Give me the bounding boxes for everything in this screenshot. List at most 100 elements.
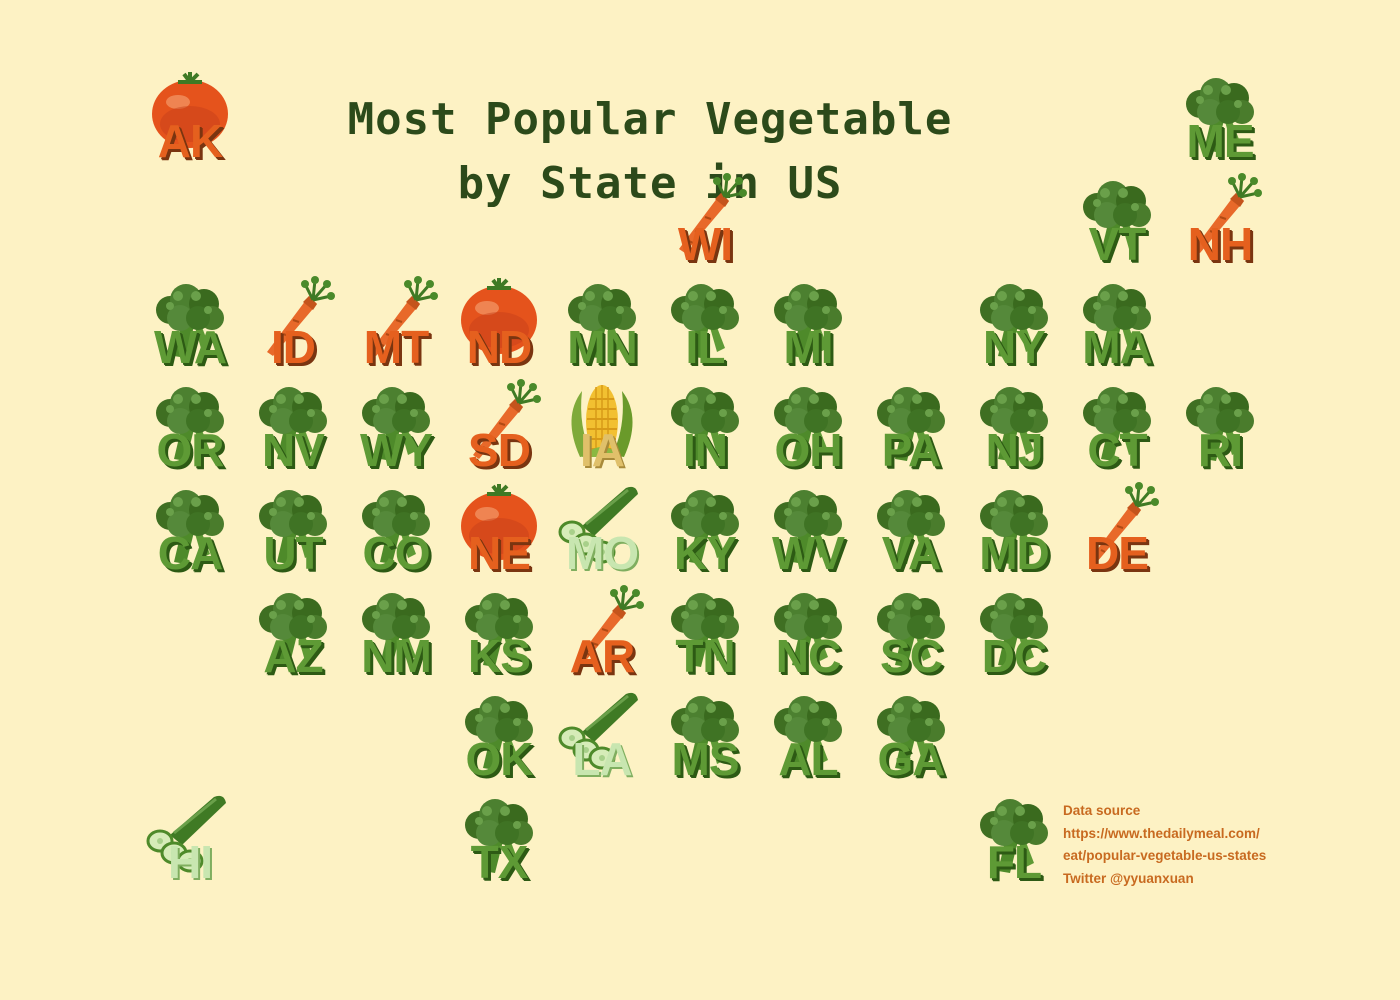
- state-tile-ar: AR: [552, 583, 652, 687]
- state-tile-in: IN: [655, 377, 755, 481]
- state-tile-al: AL: [758, 686, 858, 790]
- state-abbr-label: NJ: [985, 424, 1044, 476]
- broccoli-icon: [1083, 387, 1151, 461]
- state-tile-ca: CA: [140, 480, 240, 584]
- state-abbr-label: AZ: [263, 630, 323, 682]
- broccoli-icon: [774, 696, 842, 770]
- state-tile-wv: WV: [758, 480, 858, 584]
- map-title: Most Popular Vegetable by State in US: [300, 88, 1000, 216]
- broccoli-icon: [362, 490, 430, 564]
- broccoli-icon: [671, 387, 739, 461]
- state-tile-ny: NY: [964, 274, 1064, 378]
- state-tile-id: ID: [243, 274, 343, 378]
- broccoli-icon: [877, 696, 945, 770]
- state-tile-mi: MI: [758, 274, 858, 378]
- state-tile-nv: NV: [243, 377, 343, 481]
- broccoli-icon: [671, 696, 739, 770]
- state-tile-hi: HI: [140, 789, 240, 893]
- state-tile-ut: UT: [243, 480, 343, 584]
- broccoli-icon: [465, 799, 533, 873]
- state-abbr-label: IN: [683, 424, 728, 476]
- state-tile-tn: TN: [655, 583, 755, 687]
- state-abbr-label: NY: [983, 321, 1046, 373]
- broccoli-icon: [980, 490, 1048, 564]
- state-tile-ia: IA: [552, 377, 652, 481]
- state-abbr-label: MO: [565, 527, 639, 579]
- carrot-icon: [1194, 173, 1262, 253]
- source-credit: Twitter @yyuanxuan: [1063, 870, 1194, 886]
- state-tile-sc: SC: [861, 583, 961, 687]
- state-abbr-label: LA: [572, 733, 632, 785]
- source-url-line-2: eat/popular-vegetable-us-states: [1063, 848, 1267, 863]
- corn-icon: [571, 385, 633, 457]
- broccoli-icon: [774, 593, 842, 667]
- broccoli-icon: [156, 284, 224, 358]
- broccoli-icon: [362, 387, 430, 461]
- state-abbr-label: SD: [468, 424, 531, 476]
- tomato-icon: [461, 278, 537, 354]
- state-tile-ak: AK: [140, 68, 240, 172]
- broccoli-icon: [980, 799, 1048, 873]
- state-abbr-label: PA: [881, 424, 942, 476]
- state-abbr-label: NE: [468, 527, 531, 579]
- broccoli-icon: [877, 490, 945, 564]
- state-abbr-label: FL: [986, 836, 1042, 888]
- broccoli-icon: [465, 696, 533, 770]
- state-tile-or: OR: [140, 377, 240, 481]
- carrot-icon: [370, 276, 438, 356]
- state-abbr-label: MI: [783, 321, 833, 373]
- state-tile-oh: OH: [758, 377, 858, 481]
- broccoli-icon: [259, 387, 327, 461]
- state-abbr-label: OK: [465, 733, 534, 785]
- state-abbr-label: IL: [685, 321, 726, 373]
- state-tile-ne: NE: [449, 480, 549, 584]
- state-abbr-label: KY: [674, 527, 737, 579]
- state-abbr-label: DE: [1086, 527, 1149, 579]
- state-abbr-label: ME: [1186, 115, 1255, 167]
- broccoli-icon: [1186, 387, 1254, 461]
- state-abbr-label: CT: [1087, 424, 1147, 476]
- broccoli-icon: [671, 284, 739, 358]
- tomato-icon: [461, 484, 537, 560]
- state-abbr-label: GA: [877, 733, 946, 785]
- broccoli-icon: [774, 490, 842, 564]
- state-tile-pa: PA: [861, 377, 961, 481]
- broccoli-icon: [362, 593, 430, 667]
- state-tile-md: MD: [964, 480, 1064, 584]
- state-abbr-label: WI: [677, 218, 733, 270]
- state-tile-nj: NJ: [964, 377, 1064, 481]
- carrot-icon: [576, 585, 644, 665]
- state-abbr-label: NM: [361, 630, 432, 682]
- state-abbr-label: DC: [981, 630, 1047, 682]
- state-abbr-label: MS: [671, 733, 740, 785]
- state-abbr-label: NH: [1187, 218, 1253, 270]
- cucumber-icon: [558, 486, 638, 564]
- state-abbr-label: CO: [362, 527, 431, 579]
- state-abbr-label: KS: [468, 630, 531, 682]
- state-tile-ms: MS: [655, 686, 755, 790]
- state-abbr-label: WV: [771, 527, 845, 579]
- state-tile-me: ME: [1170, 68, 1270, 172]
- state-abbr-label: HI: [168, 836, 213, 888]
- state-abbr-label: TN: [675, 630, 735, 682]
- state-tile-ks: KS: [449, 583, 549, 687]
- state-tile-de: DE: [1067, 480, 1167, 584]
- broccoli-icon: [156, 490, 224, 564]
- carrot-icon: [679, 173, 747, 253]
- carrot-icon: [267, 276, 335, 356]
- state-abbr-label: ND: [466, 321, 532, 373]
- state-tile-va: VA: [861, 480, 961, 584]
- state-abbr-label: MN: [567, 321, 638, 373]
- broccoli-icon: [877, 387, 945, 461]
- state-tile-la: LA: [552, 686, 652, 790]
- cucumber-icon: [146, 795, 226, 873]
- state-abbr-label: RI: [1198, 424, 1243, 476]
- state-abbr-label: SC: [880, 630, 943, 682]
- state-tile-wi: WI: [655, 171, 755, 275]
- broccoli-icon: [568, 284, 636, 358]
- broccoli-icon: [671, 490, 739, 564]
- state-abbr-label: ID: [271, 321, 316, 373]
- state-tile-dc: DC: [964, 583, 1064, 687]
- state-abbr-label: AK: [157, 115, 223, 167]
